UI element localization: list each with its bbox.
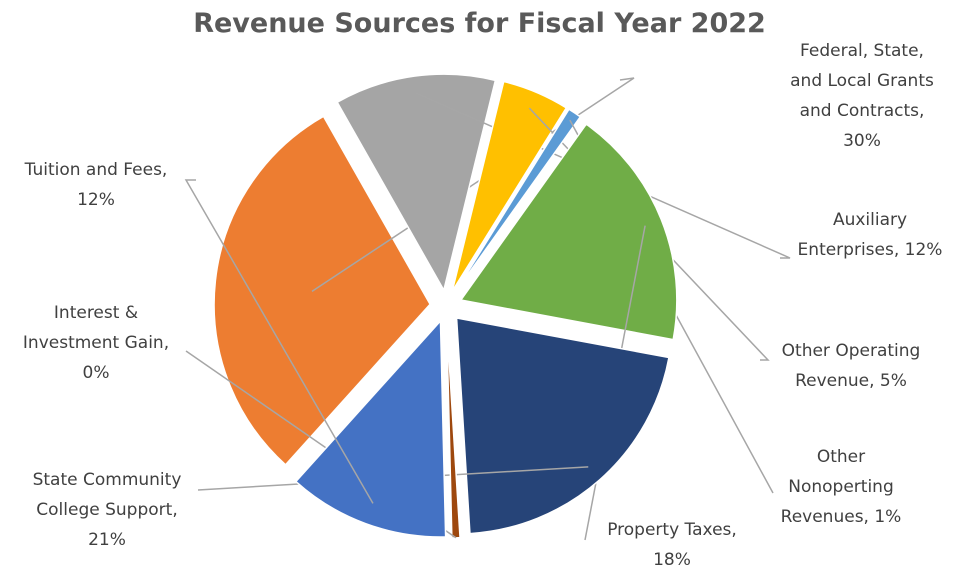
pie-slice-other-nonoperting-revenues [454,108,582,294]
leader-line-tuition-and-fees [184,179,374,504]
data-label-federal-state-and-local-grants-and-contracts: Federal, State, and Local Grants and Contr… [790,41,934,151]
pie-slice-property-taxes [459,123,678,341]
data-label-property-taxes: Property Taxes, 18% [607,520,737,570]
data-label-other-operating-revenue: Other Operating Revenue, 5% [782,341,921,391]
pie-slice-federal-state-and-local-grants-and-contracts [213,115,432,466]
data-label-interest-investment-gain: Interest & Investment Gain, 0% [23,303,169,383]
chart-title: Revenue Sources for Fiscal Year 2022 [193,8,766,39]
data-label-auxiliary-enterprises: Auxiliary Enterprises, 12% [798,210,943,260]
data-label-tuition-and-fees: Tuition and Fees, 12% [24,160,168,210]
data-label-state-community-college-support: State Community College Support, 21% [33,470,182,550]
pie-slice-auxiliary-enterprises [336,73,497,293]
pie-slice-tuition-and-fees [294,319,447,538]
data-label-other-nonoperting-revenues: Other Nonoperting Revenues, 1% [781,447,902,527]
pie-slice-interest-investment-gain [445,321,461,539]
pie-slice-state-community-college-support [455,317,670,535]
pie-slice-other-operating-revenue [451,80,568,292]
